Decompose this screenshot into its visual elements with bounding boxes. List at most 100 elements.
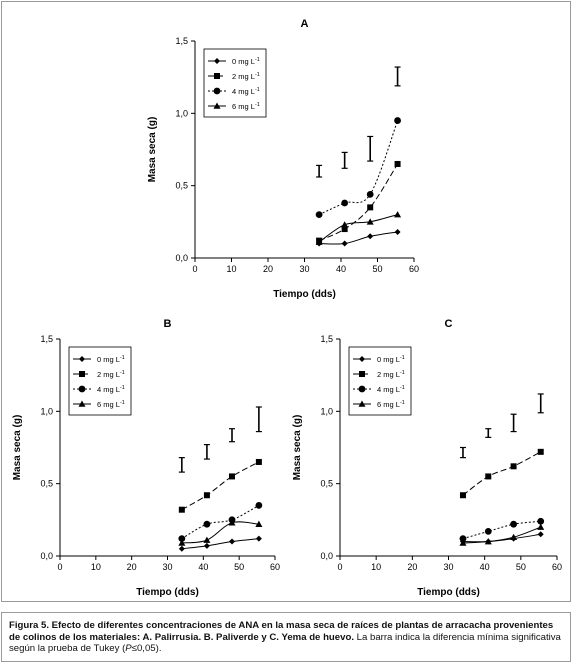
legend-item: 2 mg L-1 [73,370,125,379]
data-point [394,228,401,235]
series-triangle [315,211,402,245]
x-tick-label: 0 [337,562,342,572]
chart-panel-c: C 0 10 20 30 40 50 60 0,0 0,5 1,0 1,5 Tiempo (dds) Ma… [292,318,562,598]
legend-label: 6 mg L-1 [232,102,260,111]
data-point [484,538,492,545]
figure-caption: Figura 5. Efecto de diferentes concentra… [1,612,571,662]
legend-item: 4 mg L-1 [73,385,125,394]
data-point [510,520,517,528]
legend-label: 0 mg L-1 [97,355,125,364]
legend-item: 0 mg L-1 [208,57,260,66]
panel-title: B [164,318,172,330]
series-circle [315,117,401,219]
y-tick-label: 1,5 [320,334,333,344]
legend-item: 4 mg L-1 [208,87,260,96]
data-point [203,492,210,499]
y-tick-label: 0,0 [320,551,333,561]
x-tick-label: 20 [407,562,417,572]
legend: 0 mg L-1 2 mg L-1 4 mg L-1 6 mg L-1 [68,346,132,416]
data-point [178,535,186,543]
x-tick-label: 60 [270,562,280,572]
data-point [255,520,263,527]
legend-marker [79,356,85,362]
data-point [203,542,210,549]
data-point [341,240,348,247]
x-tick-label: 50 [234,562,244,572]
data-point [203,520,211,528]
data-point [255,501,263,509]
data-point [537,517,545,525]
caption-p-symbol: P [125,643,132,654]
data-point [366,218,374,225]
x-axis-label: Tiempo (dds) [273,289,336,300]
data-point [367,204,374,211]
legend-label: 6 mg L-1 [377,400,405,409]
chart-panel-b: B 0 10 20 30 40 50 60 0,0 0,5 1,0 1,5 Tiempo (dds) Ma… [12,318,280,598]
legend-item: 0 mg L-1 [353,355,405,364]
y-axis-label: Masa seca (g) [12,415,23,481]
data-point [366,190,374,198]
y-tick-label: 0,5 [40,479,53,489]
legend-marker [79,371,85,377]
data-point [394,211,402,218]
legend-label: 2 mg L-1 [377,370,405,379]
lsd-bar [316,164,323,178]
data-point [178,539,186,546]
legend-label: 0 mg L-1 [377,355,405,364]
x-tick-label: 40 [198,562,208,572]
series-line [319,231,398,245]
series-circle [459,517,545,543]
legend-marker [213,87,221,95]
x-tick-label: 60 [552,562,562,572]
legend-marker [359,371,365,377]
legend-label-superscript: -1 [255,102,260,108]
x-tick-label: 0 [192,264,197,274]
series-diamond [178,535,262,552]
legend-label-superscript: -1 [400,370,405,376]
data-point [315,238,323,245]
data-point [178,506,185,513]
series-triangle [459,523,545,546]
data-point [459,539,467,546]
data-point [537,523,545,530]
legend-label: 4 mg L-1 [377,385,405,394]
legend-label: 2 mg L-1 [232,72,260,81]
figure: A 0 10 20 30 40 50 60 0,0 0,5 1,0 1,5 Tiempo (dds) Ma… [1,1,571,602]
legend-label: 6 mg L-1 [97,400,125,409]
series-line [462,526,541,544]
legend-label: 0 mg L-1 [232,57,260,66]
y-tick-label: 0,0 [40,551,53,561]
legend-label: 4 mg L-1 [232,87,260,96]
legend-marker [213,102,221,109]
y-tick-label: 0,5 [320,479,333,489]
legend-marker [78,400,86,407]
legend-marker [359,356,365,362]
x-tick-label: 50 [516,562,526,572]
legend: 0 mg L-1 2 mg L-1 4 mg L-1 6 mg L-1 [348,346,412,416]
series-square [459,448,544,499]
legend-marker [78,385,86,393]
caption-bold-text: Efecto de diferentes concentraciones de … [9,620,554,643]
data-point [341,226,348,233]
data-point [394,117,401,124]
series-line [318,120,399,216]
data-point [367,233,374,240]
data-point [228,519,236,526]
legend-item: 6 mg L-1 [73,400,125,409]
legend-label-superscript: -1 [120,385,125,391]
legend-item: 6 mg L-1 [353,400,405,409]
chart-panel-a: A 0 10 20 30 40 50 60 0,0 0,5 1,0 1,5 Tiempo (dds) Ma… [147,18,419,300]
legend-label-superscript: -1 [255,72,260,78]
data-point [203,536,211,543]
series-diamond [316,228,401,247]
series-line [318,163,399,242]
x-tick-label: 0 [57,562,62,572]
x-tick-label: 10 [91,562,101,572]
data-point [341,199,349,207]
caption-normal-text: La barra indica la diferencia mínima sig… [9,631,561,655]
x-tick-label: 40 [336,264,346,274]
legend-label-superscript: -1 [400,385,405,391]
x-tick-label: 60 [409,264,419,274]
series-triangle [178,519,263,546]
data-point [255,458,262,465]
